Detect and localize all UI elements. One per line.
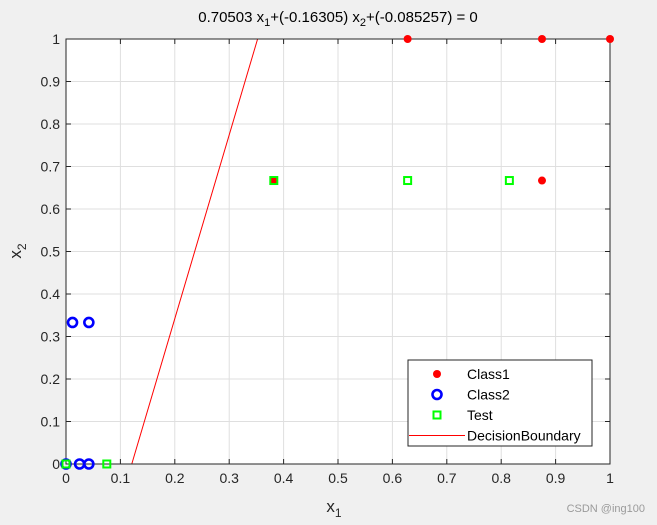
legend-items: Class1 Class2 Test DecisionBoundary [409, 366, 581, 444]
y-tick-label: 0.9 [41, 74, 61, 90]
x-tick-label: 0.1 [111, 470, 131, 486]
legend-label: Test [467, 407, 493, 423]
class2-point [83, 316, 95, 329]
legend-label: Class1 [467, 366, 510, 382]
class1-point [606, 35, 614, 43]
x-tick-label: 0.4 [274, 470, 294, 486]
x-tick-label: 0.9 [546, 470, 566, 486]
y-tick-label: 0.6 [41, 201, 61, 217]
x-tick-label: 0.5 [328, 470, 348, 486]
tick-labels: 0 0.1 0.2 0.3 0.4 0.5 0.6 0.7 0.8 0.9 1 0 0.1 0.2 0.3 0… [41, 31, 615, 486]
legend: Class1 Class2 Test DecisionBoundary [407, 359, 593, 447]
watermark: CSDN @ing100 [566, 503, 645, 515]
legend-label: Class2 [467, 387, 510, 403]
test-point [61, 459, 71, 469]
y-tick-label: 1 [52, 31, 60, 47]
legend-label: DecisionBoundary [467, 428, 581, 444]
y-tick-label: 0.2 [41, 371, 61, 387]
decision-boundary-line [131, 38, 259, 465]
test-point [504, 176, 514, 186]
class1-point [538, 176, 546, 185]
test-point [102, 459, 112, 469]
x-tick-label: 0.2 [165, 470, 185, 486]
y-tick-label: 0.3 [41, 329, 61, 345]
chart-title: 0.70503 x1+(-0.16305) x2+(-0.085257) = 0 [198, 9, 478, 29]
y-tick-label: 0.4 [41, 286, 61, 302]
class2-point [83, 458, 95, 470]
y-tick-label: 0.1 [41, 414, 61, 430]
class1-point [269, 176, 278, 185]
decision-boundary-layer [131, 38, 259, 465]
markers [60, 35, 614, 470]
test-point [269, 176, 279, 186]
legend-swatch-test [432, 410, 442, 420]
legend-swatch-class1 [433, 370, 441, 378]
y-tick-label: 0 [52, 456, 60, 472]
legend-swatch-class2 [431, 388, 443, 401]
class1-point [538, 35, 546, 43]
test-point [403, 176, 413, 186]
y-tick-label: 0.7 [41, 159, 61, 175]
axes-box [65, 38, 611, 465]
x-tick-label: 1 [606, 470, 614, 486]
x-tick-label: 0.3 [219, 470, 239, 486]
x-tick-label: 0.8 [491, 470, 511, 486]
y-axis-label: x2 [6, 243, 29, 259]
x-tick-label: 0.6 [383, 470, 403, 486]
class1-point [403, 35, 412, 43]
x-tick-label: 0.7 [437, 470, 457, 486]
class2-point [66, 316, 79, 329]
x-axis-label: x1 [326, 497, 342, 520]
y-tick-label: 0.8 [41, 116, 61, 132]
x-tick-label: 0 [62, 470, 70, 486]
y-tick-label: 0.5 [41, 244, 61, 260]
